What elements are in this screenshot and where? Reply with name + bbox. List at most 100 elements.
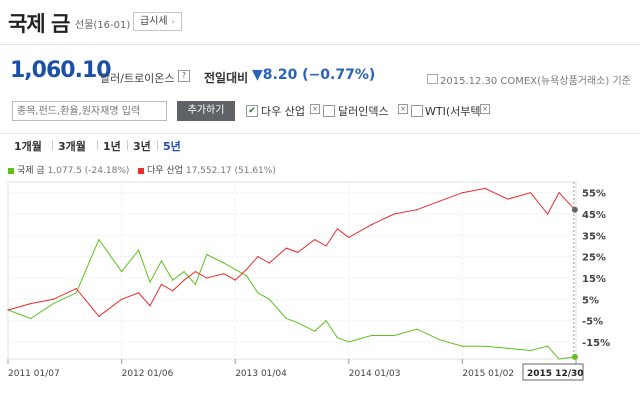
data-point [206,277,208,279]
data-point [558,358,560,360]
data-point [529,192,532,194]
legend-dow-name: 다우 산업 [146,166,183,176]
current-date-label: 2015 12/30 [527,369,584,379]
data-point [172,279,174,281]
data-point [75,288,77,290]
dow-legend-swatch [137,167,144,174]
data-point [194,283,197,285]
data-point [416,209,418,211]
y-tick-label: -15% [582,338,610,349]
data-point [336,228,339,230]
tab-1-month[interactable]: 1개월 [14,140,42,153]
data-point [297,322,299,324]
data-point [484,187,486,189]
tab-3-months[interactable]: 3개월 [58,140,86,153]
data-point [393,334,395,337]
data-point [223,262,225,264]
tab-1-year[interactable]: 1년 [103,140,121,153]
data-point [558,192,560,194]
data-point [52,298,55,300]
data-point [325,320,327,322]
data-point [257,256,259,258]
data-point [183,279,185,281]
plot-area [7,181,577,360]
compare-search-input[interactable] [12,101,167,121]
data-point [98,315,100,317]
y-tick-label: 5% [582,295,599,306]
data-point [285,247,287,249]
legend-gold-value: 1,077.5 (-24.18%) [47,166,130,176]
data-point [336,337,339,339]
chevron-right-icon: › [171,17,175,26]
data-point [370,334,373,337]
contract-label: 선물(16-01) [75,20,131,31]
data-point [52,302,55,305]
data-point [547,213,549,215]
price-chart[interactable]: 55% 45% 35% 25% 15% 5% -5% -15% 2011 01/07 2012 0… [0,176,640,407]
remove-dollar-index-icon[interactable]: × [398,104,408,114]
data-point [98,238,100,241]
legend-dow-value: 17,552.17 (51.61%) [185,166,276,176]
data-point [314,238,316,241]
data-point [507,347,509,349]
data-point [348,341,350,343]
x-tick-label: 2014 01/03 [349,369,401,379]
tab-5-years[interactable]: 5년 [163,140,181,153]
gold-legend-swatch [8,167,14,174]
data-point [75,292,77,294]
data-point [234,268,236,271]
gold-last-point [571,353,578,360]
data-point [149,281,151,283]
data-point [30,302,32,305]
data-point [416,328,418,330]
tab-divider [127,140,128,150]
dow-label: 다우 산업 [261,105,305,118]
remove-dow-icon[interactable]: × [310,104,320,114]
quote-button[interactable]: 급시세 › [133,12,182,31]
data-point [529,349,532,352]
x-tick-label: 2015 01/02 [462,369,514,379]
x-tick-label: 2013 01/04 [235,369,287,379]
y-tick-label: 55% [582,189,606,200]
wti-label: WTI(서부텍 [425,105,481,118]
data-point [245,275,248,277]
y-tick-label: 45% [582,210,606,221]
data-point [7,309,9,311]
data-point [206,253,208,256]
data-point [183,270,185,273]
tab-3-years[interactable]: 3년 [133,140,151,153]
data-point [30,317,32,320]
data-point [439,200,441,202]
data-point [172,290,174,292]
dow-checkbox[interactable]: ✔ [246,105,258,117]
data-point [314,330,316,332]
add-button[interactable]: 추가하기 [177,101,235,121]
page-title: 국제 금 [8,12,70,36]
date-info: 2015.12.30 COMEX(뉴욕상품거래소) 기준 [440,76,631,87]
data-point [484,345,486,347]
data-point [461,192,463,194]
data-point [507,198,509,200]
data-point [194,270,197,273]
data-point [297,251,299,253]
data-point [234,279,236,281]
legend-gold-name: 국제 금 [17,166,45,176]
change-value: ▼8.20 (−0.77%) [252,67,376,83]
remove-wti-icon[interactable]: × [480,104,490,114]
data-point [257,292,259,294]
tab-divider [52,140,53,150]
calendar-icon [427,74,438,84]
data-point [245,268,248,271]
data-point [268,262,270,264]
data-point [160,260,162,262]
dollar-index-checkbox[interactable] [323,105,335,117]
current-price: 1,060.10 [10,58,112,83]
data-point [370,224,373,226]
change-label: 전일대비 [204,71,249,85]
data-point [121,298,123,300]
data-point [268,298,270,300]
price-unit: 달러/트로이온스 [100,72,175,85]
wti-checkbox[interactable] [411,105,423,117]
dollar-index-label: 달러인덱스 [338,105,389,118]
help-icon[interactable]: ? [178,70,190,82]
